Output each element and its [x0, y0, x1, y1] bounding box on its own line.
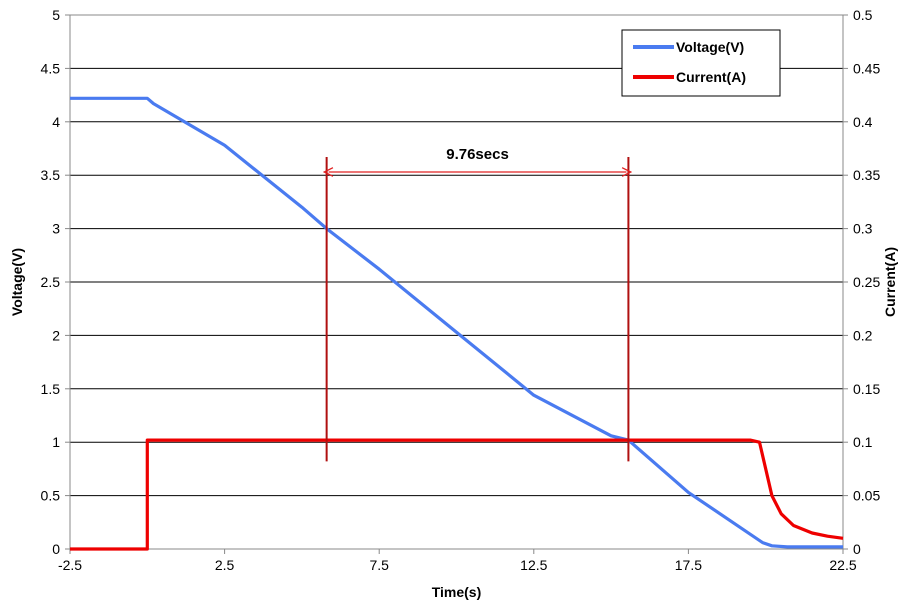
y2-tick-label: 0.45	[853, 60, 880, 76]
y2-tick-label: 0.15	[853, 381, 880, 397]
y-tick-label: 2.5	[41, 274, 61, 290]
left-axis-ticks: 0 0.5 1 1.5 2 2.5 3 3.5 4 4.5 5	[41, 7, 70, 557]
y-axis-title: Voltage(V)	[9, 248, 25, 316]
x-tick-label: 22.5	[829, 557, 856, 573]
y-tick-label: 4	[52, 114, 60, 130]
y2-tick-label: 0.4	[853, 114, 873, 130]
y-tick-label: 1	[52, 434, 60, 450]
y2-axis-title: Current(A)	[882, 247, 898, 317]
legend: Voltage(V) Current(A)	[621, 29, 781, 97]
y2-tick-label: 0.1	[853, 434, 873, 450]
x-tick-label: 2.5	[215, 557, 235, 573]
x-axis-ticks: -2.5 2.5 7.5 12.5 17.5 22.5	[58, 549, 857, 573]
y-tick-label: 1.5	[41, 381, 61, 397]
y-tick-label: 0.5	[41, 488, 61, 504]
y2-tick-label: 0.5	[853, 7, 873, 23]
annotation-layer: 9.76secs	[327, 146, 629, 462]
y2-tick-label: 0	[853, 541, 861, 557]
series-line-voltage	[70, 96, 843, 549]
duration-label: 9.76secs	[446, 146, 509, 163]
x-tick-label: -2.5	[58, 557, 82, 573]
legend-box	[621, 29, 781, 97]
y2-tick-label: 0.25	[853, 274, 880, 290]
y-tick-label: 0	[52, 541, 60, 557]
y2-tick-label: 0.35	[853, 167, 880, 183]
x-tick-label: 12.5	[520, 557, 547, 573]
legend-label-voltage: Voltage(V)	[676, 39, 744, 55]
series-line-current	[70, 438, 844, 551]
y-tick-label: 5	[52, 7, 60, 23]
y2-tick-label: 0.05	[853, 488, 880, 504]
legend-label-current: Current(A)	[676, 69, 746, 85]
y-tick-label: 3	[52, 221, 60, 237]
y2-tick-label: 0.2	[853, 327, 873, 343]
y-tick-label: 3.5	[41, 167, 61, 183]
series-layer	[70, 96, 844, 551]
x-axis-title: Time(s)	[432, 584, 482, 600]
y-tick-label: 2	[52, 327, 60, 343]
gridlines	[70, 67, 843, 550]
y2-tick-label: 0.3	[853, 221, 873, 237]
x-tick-label: 7.5	[369, 557, 389, 573]
right-axis-ticks: 0 0.05 0.1 0.15 0.2 0.25 0.3 0.35 0.4 0.45 0.5	[843, 7, 880, 557]
x-tick-label: 17.5	[675, 557, 702, 573]
y-tick-label: 4.5	[41, 60, 61, 76]
